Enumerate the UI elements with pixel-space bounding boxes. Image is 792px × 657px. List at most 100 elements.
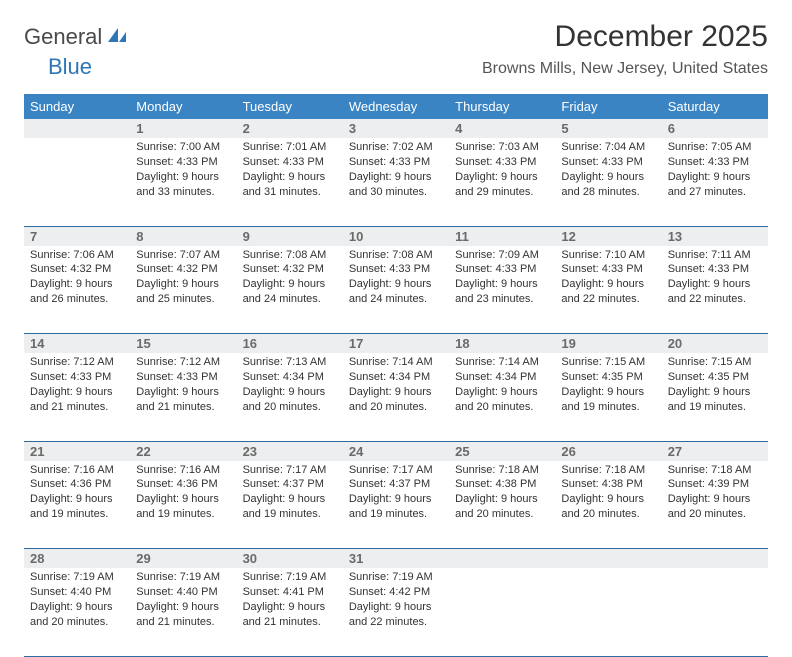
sunset-line: Sunset: 4:35 PM xyxy=(668,370,762,385)
daylight-line: Daylight: 9 hours and 20 minutes. xyxy=(30,600,124,630)
day-number: 14 xyxy=(30,336,124,351)
day-number: 4 xyxy=(455,121,549,136)
day-details: Sunrise: 7:19 AMSunset: 4:40 PMDaylight:… xyxy=(130,568,236,635)
daylight-line: Daylight: 9 hours and 19 minutes. xyxy=(668,385,762,415)
day-number-cell: 28 xyxy=(24,549,130,569)
empty-cell xyxy=(449,568,555,656)
day-number-cell: 25 xyxy=(449,441,555,461)
day-number-row: 21222324252627 xyxy=(24,441,768,461)
sunset-line: Sunset: 4:41 PM xyxy=(243,585,337,600)
sunset-line: Sunset: 4:34 PM xyxy=(243,370,337,385)
day-number: 10 xyxy=(349,229,443,244)
daylight-line: Daylight: 9 hours and 20 minutes. xyxy=(349,385,443,415)
sunrise-line: Sunrise: 7:08 AM xyxy=(243,248,337,263)
sunset-line: Sunset: 4:33 PM xyxy=(136,370,230,385)
day-details: Sunrise: 7:15 AMSunset: 4:35 PMDaylight:… xyxy=(555,353,661,420)
day-number-cell: 1 xyxy=(130,119,236,138)
day-details: Sunrise: 7:01 AMSunset: 4:33 PMDaylight:… xyxy=(237,138,343,205)
day-number: 19 xyxy=(561,336,655,351)
sunset-line: Sunset: 4:33 PM xyxy=(455,155,549,170)
sunrise-line: Sunrise: 7:19 AM xyxy=(243,570,337,585)
sunset-line: Sunset: 4:38 PM xyxy=(455,477,549,492)
day-number-cell: 31 xyxy=(343,549,449,569)
logo-word2: Blue xyxy=(48,54,92,80)
day-cell: Sunrise: 7:08 AMSunset: 4:32 PMDaylight:… xyxy=(237,246,343,334)
day-number-cell: 15 xyxy=(130,334,236,354)
day-number-row: 14151617181920 xyxy=(24,334,768,354)
daylight-line: Daylight: 9 hours and 29 minutes. xyxy=(455,170,549,200)
daylight-line: Daylight: 9 hours and 19 minutes. xyxy=(561,385,655,415)
day-details: Sunrise: 7:08 AMSunset: 4:33 PMDaylight:… xyxy=(343,246,449,313)
day-number-cell: 10 xyxy=(343,226,449,246)
day-number: 21 xyxy=(30,444,124,459)
location: Browns Mills, New Jersey, United States xyxy=(482,60,768,78)
day-cell: Sunrise: 7:15 AMSunset: 4:35 PMDaylight:… xyxy=(555,353,661,441)
sunset-line: Sunset: 4:33 PM xyxy=(349,155,443,170)
day-cell: Sunrise: 7:17 AMSunset: 4:37 PMDaylight:… xyxy=(343,461,449,549)
daylight-line: Daylight: 9 hours and 22 minutes. xyxy=(349,600,443,630)
day-number: 20 xyxy=(668,336,762,351)
sunrise-line: Sunrise: 7:12 AM xyxy=(30,355,124,370)
sunset-line: Sunset: 4:33 PM xyxy=(561,262,655,277)
logo-sail-icon xyxy=(106,26,128,49)
day-number: 22 xyxy=(136,444,230,459)
day-number: 1 xyxy=(136,121,230,136)
day-number-cell: 24 xyxy=(343,441,449,461)
day-cell: Sunrise: 7:00 AMSunset: 4:33 PMDaylight:… xyxy=(130,138,236,226)
day-details: Sunrise: 7:16 AMSunset: 4:36 PMDaylight:… xyxy=(24,461,130,528)
day-body-row: Sunrise: 7:06 AMSunset: 4:32 PMDaylight:… xyxy=(24,246,768,334)
sunrise-line: Sunrise: 7:04 AM xyxy=(561,140,655,155)
day-number-cell: 3 xyxy=(343,119,449,138)
sunrise-line: Sunrise: 7:14 AM xyxy=(349,355,443,370)
day-number-cell: 6 xyxy=(662,119,768,138)
day-number-cell: 11 xyxy=(449,226,555,246)
empty-cell xyxy=(24,119,130,138)
day-number-cell: 20 xyxy=(662,334,768,354)
sunrise-line: Sunrise: 7:01 AM xyxy=(243,140,337,155)
day-cell: Sunrise: 7:14 AMSunset: 4:34 PMDaylight:… xyxy=(449,353,555,441)
sunset-line: Sunset: 4:33 PM xyxy=(668,155,762,170)
day-number-cell: 16 xyxy=(237,334,343,354)
day-number: 7 xyxy=(30,229,124,244)
day-number-cell: 19 xyxy=(555,334,661,354)
sunrise-line: Sunrise: 7:06 AM xyxy=(30,248,124,263)
day-details: Sunrise: 7:12 AMSunset: 4:33 PMDaylight:… xyxy=(24,353,130,420)
day-details: Sunrise: 7:00 AMSunset: 4:33 PMDaylight:… xyxy=(130,138,236,205)
day-number-cell: 7 xyxy=(24,226,130,246)
day-details: Sunrise: 7:14 AMSunset: 4:34 PMDaylight:… xyxy=(449,353,555,420)
sunrise-line: Sunrise: 7:19 AM xyxy=(136,570,230,585)
sunset-line: Sunset: 4:32 PM xyxy=(30,262,124,277)
day-number-cell: 13 xyxy=(662,226,768,246)
day-number: 26 xyxy=(561,444,655,459)
day-cell: Sunrise: 7:19 AMSunset: 4:42 PMDaylight:… xyxy=(343,568,449,656)
sunset-line: Sunset: 4:40 PM xyxy=(30,585,124,600)
daylight-line: Daylight: 9 hours and 19 minutes. xyxy=(243,492,337,522)
daylight-line: Daylight: 9 hours and 24 minutes. xyxy=(349,277,443,307)
day-number-cell: 4 xyxy=(449,119,555,138)
day-cell: Sunrise: 7:19 AMSunset: 4:40 PMDaylight:… xyxy=(130,568,236,656)
day-cell: Sunrise: 7:17 AMSunset: 4:37 PMDaylight:… xyxy=(237,461,343,549)
sunrise-line: Sunrise: 7:00 AM xyxy=(136,140,230,155)
day-number-row: 78910111213 xyxy=(24,226,768,246)
day-details: Sunrise: 7:07 AMSunset: 4:32 PMDaylight:… xyxy=(130,246,236,313)
sunrise-line: Sunrise: 7:15 AM xyxy=(668,355,762,370)
day-cell: Sunrise: 7:02 AMSunset: 4:33 PMDaylight:… xyxy=(343,138,449,226)
sunrise-line: Sunrise: 7:10 AM xyxy=(561,248,655,263)
day-number: 29 xyxy=(136,551,230,566)
daylight-line: Daylight: 9 hours and 25 minutes. xyxy=(136,277,230,307)
sunrise-line: Sunrise: 7:12 AM xyxy=(136,355,230,370)
empty-cell xyxy=(662,549,768,569)
day-details: Sunrise: 7:17 AMSunset: 4:37 PMDaylight:… xyxy=(237,461,343,528)
day-number-cell: 26 xyxy=(555,441,661,461)
weekday-header: Friday xyxy=(555,94,661,119)
day-number: 18 xyxy=(455,336,549,351)
day-cell: Sunrise: 7:12 AMSunset: 4:33 PMDaylight:… xyxy=(24,353,130,441)
sunset-line: Sunset: 4:37 PM xyxy=(349,477,443,492)
day-cell: Sunrise: 7:03 AMSunset: 4:33 PMDaylight:… xyxy=(449,138,555,226)
day-number: 3 xyxy=(349,121,443,136)
day-cell: Sunrise: 7:13 AMSunset: 4:34 PMDaylight:… xyxy=(237,353,343,441)
daylight-line: Daylight: 9 hours and 26 minutes. xyxy=(30,277,124,307)
day-cell: Sunrise: 7:04 AMSunset: 4:33 PMDaylight:… xyxy=(555,138,661,226)
daylight-line: Daylight: 9 hours and 19 minutes. xyxy=(136,492,230,522)
day-details: Sunrise: 7:03 AMSunset: 4:33 PMDaylight:… xyxy=(449,138,555,205)
